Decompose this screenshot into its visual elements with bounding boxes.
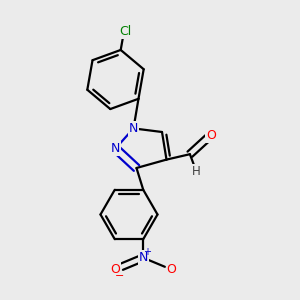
Text: Cl: Cl	[119, 25, 131, 38]
Text: O: O	[206, 129, 216, 142]
Text: +: +	[143, 247, 152, 257]
Text: N: N	[111, 142, 120, 155]
Text: O: O	[167, 263, 176, 276]
Text: H: H	[191, 165, 200, 178]
Text: −: −	[115, 272, 124, 281]
Text: O: O	[110, 263, 120, 276]
Text: N: N	[139, 251, 148, 264]
Text: N: N	[129, 122, 138, 135]
